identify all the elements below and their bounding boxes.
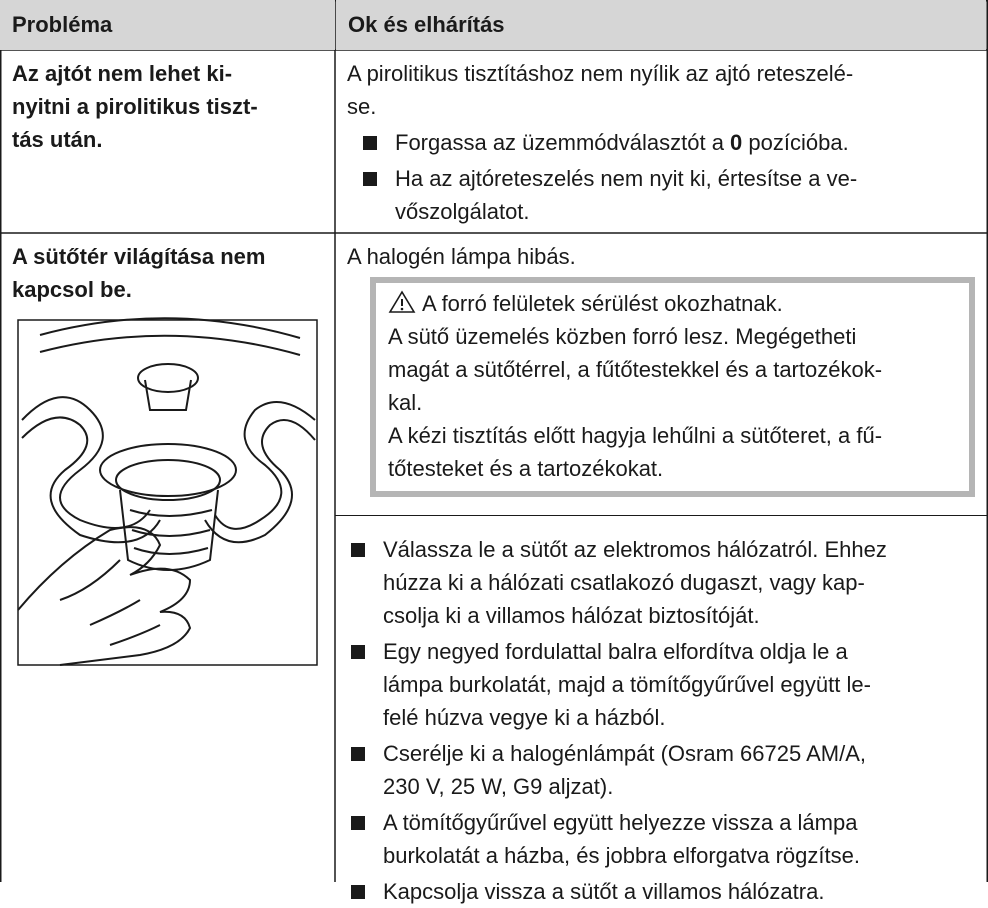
bullet <box>351 543 365 557</box>
bullet <box>351 645 365 659</box>
warning-title: A forró felületek sérülést okozhatnak. <box>388 287 959 320</box>
bullet <box>351 816 365 830</box>
cause-cell: A halogén lámpa hibás. A forró felületek … <box>335 240 988 908</box>
step: Ha az ajtóreteszelés nem nyit ki, értesí… <box>347 162 988 228</box>
cause-cell: A pirolitikus tisztításhoz nem nyílik az… <box>335 57 988 228</box>
step: Kapcsolja vissza a sütőt a villamos háló… <box>335 875 988 908</box>
warning-line: A kézi tisztítás előtt hagyja lehűlni a … <box>388 423 883 448</box>
cause-line: A pirolitikus tisztításhoz nem nyílik az… <box>347 61 854 86</box>
header-cell: Probléma <box>0 0 335 50</box>
step: Cserélje ki a halogénlámpát (Osram 66725… <box>335 737 988 803</box>
step-line: lámpa burkolatát, majd a tömítőgyűrűvel … <box>383 672 871 697</box>
warning-box: A forró felületek sérülést okozhatnak. A … <box>370 277 975 497</box>
problem-line: nyitni a pirolitikus tiszt- <box>12 94 258 119</box>
step-line: felé húzva vegye ki a házból. <box>383 705 666 730</box>
step-line: húzza ki a hálózati csatlakozó dugaszt, … <box>383 570 865 595</box>
text-bold: 0 <box>730 130 743 155</box>
bullet <box>351 885 365 899</box>
lamp-illustration <box>17 317 318 666</box>
step-line: burkolatát a házba, és jobbra elforgatva… <box>383 843 860 868</box>
cause-line: A halogén lámpa hibás. <box>347 244 576 269</box>
step: Válassza le a sütőt az elektromos hálóza… <box>335 533 988 632</box>
step-line: Kapcsolja vissza a sütőt a villamos háló… <box>383 879 825 904</box>
header-cell: Ok és elhárítás <box>336 0 986 50</box>
bullet <box>351 747 365 761</box>
step-line: vőszolgálatot. <box>395 199 530 224</box>
warning-icon <box>388 290 416 313</box>
text: Forgassa az üzemmódválasztót a <box>395 130 731 155</box>
cause-line: se. <box>347 94 377 119</box>
text: A forró felületek sérülést okozhatnak. <box>422 291 783 316</box>
problem-line: A sütőtér világítása nem <box>12 244 266 269</box>
step: Forgassa az üzemmódválasztót a 0 pozíció… <box>347 126 988 159</box>
problem-line: kapcsol be. <box>12 277 132 302</box>
problem-cell: Az ajtót nem lehet ki-nyitni a pirolitik… <box>12 57 332 156</box>
warning-line: tőtesteket és a tartozékokat. <box>388 456 664 481</box>
step-line: Forgassa az üzemmódválasztót a 0 pozíció… <box>395 126 988 159</box>
steps-block: Válassza le a sütőt az elektromos hálóza… <box>335 515 988 908</box>
step-line: Egy negyed fordulattal balra elfordítva … <box>383 639 848 664</box>
problem-line: tás után. <box>12 127 103 152</box>
header-text: Probléma <box>12 12 113 37</box>
step-line: 230 V, 25 W, G9 aljzat). <box>383 774 614 799</box>
step: A tömítőgyűrűvel együtt helyezze vissza … <box>335 806 988 872</box>
bullet <box>363 136 377 150</box>
text: pozícióba. <box>742 130 849 155</box>
step-line: A tömítőgyűrűvel együtt helyezze vissza … <box>383 810 858 835</box>
step: Egy negyed fordulattal balra elfordítva … <box>335 635 988 734</box>
step-line: csolja ki a villamos hálózat biztosítójá… <box>383 603 760 628</box>
warning-line: A sütő üzemelés közben forró lesz. Megég… <box>388 324 857 349</box>
bullet <box>363 172 377 186</box>
step-line: Ha az ajtóreteszelés nem nyit ki, értesí… <box>395 166 858 191</box>
cause-block: A halogén lámpa hibás. <box>335 240 988 273</box>
step-line: Válassza le a sütőt az elektromos hálóza… <box>383 537 887 562</box>
problem-line: Az ajtót nem lehet ki- <box>12 61 233 86</box>
warning-line: kal. <box>388 390 423 415</box>
warning-line: magát a sütőtérrel, a fűtőtestekkel és a… <box>388 357 883 382</box>
header-text: Ok és elhárítás <box>348 12 505 37</box>
step-line: Cserélje ki a halogénlámpát (Osram 66725… <box>383 741 867 766</box>
problem-cell: A sütőtér világítása nem kapcsol be. <box>12 240 332 306</box>
